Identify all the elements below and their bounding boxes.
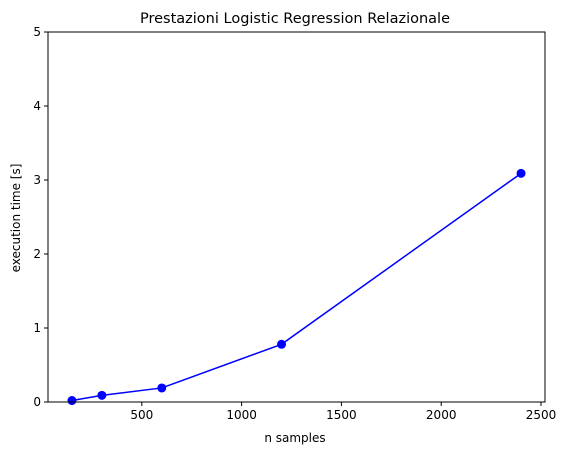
y-tick-label: 5 (33, 25, 41, 39)
y-tick-label: 3 (33, 173, 41, 187)
x-axis: 500 1000 1500 2000 2500 (130, 402, 556, 422)
chart-title: Prestazioni Logistic Regression Relazion… (140, 11, 450, 27)
x-tick-label: 2000 (426, 408, 457, 422)
plot-area (67, 169, 525, 405)
y-axis: 0 1 2 3 4 5 (33, 25, 48, 409)
y-tick-label: 2 (33, 247, 41, 261)
y-axis-label: execution time [s] (9, 164, 23, 273)
x-tick-label: 1000 (226, 408, 257, 422)
data-point (67, 396, 76, 405)
data-point (277, 340, 286, 349)
data-point (517, 169, 526, 178)
y-tick-label: 0 (33, 395, 41, 409)
y-tick-label: 4 (33, 99, 41, 113)
data-point (97, 391, 106, 400)
data-point (157, 383, 166, 392)
x-axis-label: n samples (264, 431, 325, 445)
y-tick-label: 1 (33, 321, 41, 335)
plot-frame (48, 32, 545, 402)
series-line (72, 173, 521, 400)
x-tick-label: 2500 (526, 408, 557, 422)
x-tick-label: 1500 (326, 408, 357, 422)
x-tick-label: 500 (130, 408, 153, 422)
